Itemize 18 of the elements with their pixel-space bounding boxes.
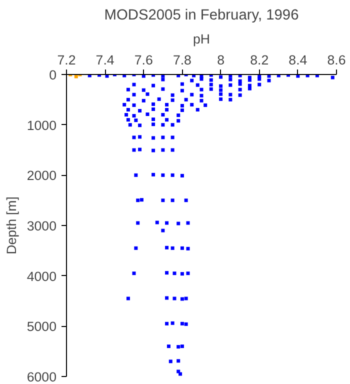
x-tick-label: 7.2 <box>57 52 76 68</box>
y-tick-label: 2000 <box>26 168 57 184</box>
x-tick-label: 8 <box>217 52 224 68</box>
y-tick-label: 4000 <box>26 268 57 284</box>
y-tick-label: 0 <box>49 68 57 82</box>
x-axis-title: pH <box>192 32 210 46</box>
x-tick-label: 7.8 <box>172 52 192 68</box>
x-tick-label: 8.2 <box>250 52 269 68</box>
y-axis-title: Depth [m] <box>4 196 19 254</box>
x-tick-label: 8.4 <box>288 52 308 68</box>
chart-title: MODS2005 in February, 1996 <box>104 8 299 24</box>
y-tick-label: 1000 <box>26 118 57 133</box>
x-tick-label: 7.6 <box>134 52 153 68</box>
x-tick-label: 7.4 <box>96 52 115 68</box>
y-tick-label: 6000 <box>26 370 57 384</box>
y-tick-label: 3000 <box>26 218 57 234</box>
y-tick-label: 5000 <box>26 319 57 334</box>
x-tick-label: 8.6 <box>327 52 346 68</box>
